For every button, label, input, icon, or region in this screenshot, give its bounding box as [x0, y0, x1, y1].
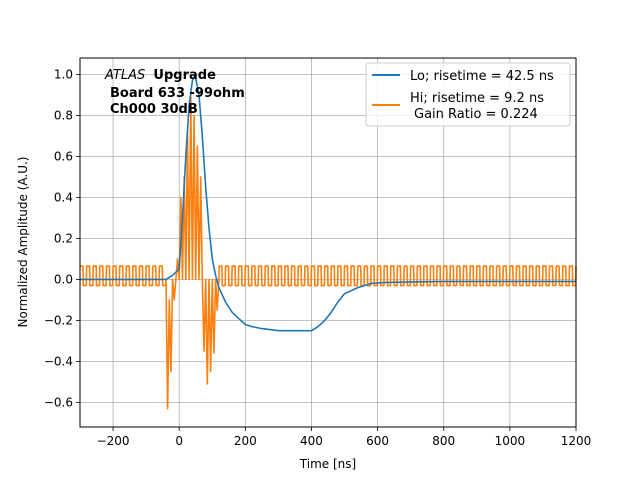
series-lines — [79, 75, 577, 410]
annotation-line-3: Ch000 30dB — [110, 102, 198, 117]
axis-ticks: −200 0 200 400 600 800 1000 1200 −0.6 −0.4 −0.2 0.0… — [44, 67, 591, 448]
y-tick-label: −0.4 — [44, 354, 73, 368]
x-tick-label: 400 — [300, 434, 323, 448]
annotation-italic: ATLAS — [104, 68, 145, 83]
annotation-line-1: ATLAS Upgrade — [104, 68, 216, 83]
y-tick-label: 0.0 — [54, 272, 73, 286]
x-tick-label: 1000 — [495, 434, 526, 448]
y-tick-label: 0.8 — [54, 108, 73, 122]
y-tick-label: −0.6 — [44, 395, 73, 409]
annotation-line-2: Board 633 -99ohm — [110, 86, 245, 101]
plot-frame — [79, 57, 577, 428]
y-tick-label: 0.6 — [54, 149, 73, 163]
y-tick-label: 1.0 — [54, 67, 73, 81]
y-tick-label: 0.4 — [54, 190, 73, 204]
legend-label-hi-line2: Gain Ratio = 0.224 — [414, 107, 538, 122]
legend-label-lo: Lo; risetime = 42.5 ns — [410, 69, 554, 84]
legend: Lo; risetime = 42.5 ns Hi; risetime = 9.… — [365, 62, 571, 127]
annotation-bold: Upgrade — [153, 68, 216, 83]
y-axis-label: Normalized Amplitude (A.U.) — [16, 157, 30, 328]
x-tick-label: −200 — [97, 434, 130, 448]
x-tick-label: 200 — [234, 434, 257, 448]
y-tick-label: 0.2 — [54, 231, 73, 245]
y-tick-label: −0.2 — [44, 313, 73, 327]
series-line-lo — [80, 75, 576, 332]
legend-label-hi: Hi; risetime = 9.2 ns — [410, 91, 544, 106]
x-tick-label: 600 — [366, 434, 389, 448]
annotation: ATLAS Upgrade Board 633 -99ohm Ch000 30d… — [104, 68, 245, 117]
x-axis-label: Time [ns] — [299, 457, 356, 471]
legend-box — [365, 62, 571, 127]
x-tick-label: 0 — [175, 434, 183, 448]
x-tick-label: 1200 — [561, 434, 592, 448]
x-tick-label: 800 — [432, 434, 455, 448]
series-line-hi — [79, 94, 577, 410]
